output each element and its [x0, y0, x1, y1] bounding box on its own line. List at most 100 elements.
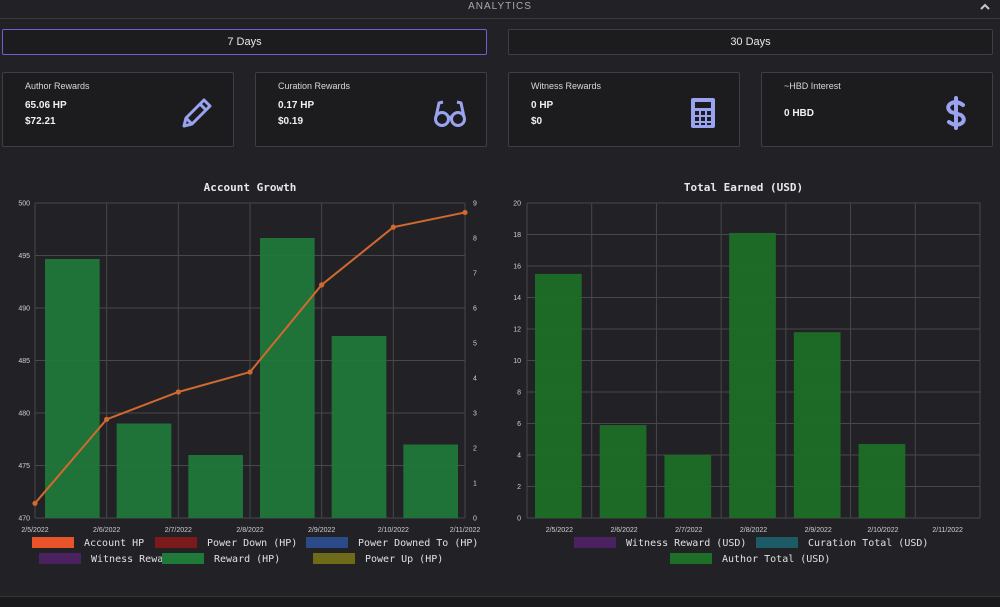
y-tick-left: 485	[18, 358, 30, 365]
x-tick: 2/7/2022	[165, 527, 192, 534]
legend-label: Account HP	[84, 538, 144, 549]
legend-swatch	[155, 537, 197, 548]
bar	[535, 273, 582, 518]
bottom-divider	[0, 596, 1000, 607]
point	[175, 389, 181, 395]
bar	[858, 443, 906, 518]
bar	[188, 455, 243, 518]
y-tick: 16	[513, 264, 521, 271]
account-growth-chart: Account Growth47047548048549049550001234…	[18, 181, 481, 565]
y-tick-right: 1	[473, 481, 477, 488]
legend-label: Reward (HP)	[214, 554, 280, 565]
curation-rewards-card: Curation Rewards 0.17 HP $0.19	[255, 72, 487, 147]
y-tick: 14	[513, 295, 521, 302]
legend-label: Witness Reward (HP)	[91, 554, 205, 565]
bar	[793, 332, 841, 518]
card-value-hp: 0 HP	[531, 100, 554, 111]
card-title: Curation Rewards	[278, 81, 351, 91]
card-value-usd: $0	[531, 116, 543, 127]
bar	[331, 336, 387, 518]
legend-swatch	[39, 553, 81, 564]
legend-label: Curation Total (USD)	[808, 538, 928, 549]
y-tick: 12	[513, 327, 521, 334]
chevron-up-icon[interactable]	[978, 0, 992, 14]
range-7-days-button[interactable]: 7 Days	[2, 29, 487, 55]
point	[462, 209, 468, 216]
legend-swatch	[162, 553, 204, 564]
legend-swatch	[574, 537, 616, 548]
legend-label: Power Downed To (HP)	[358, 538, 478, 549]
legend-label: Witness Reward (USD)	[626, 538, 746, 549]
legend-label: Author Total (USD)	[722, 554, 830, 565]
card-value-hp: 0.17 HP	[278, 100, 315, 111]
x-tick: 2/7/2022	[675, 527, 702, 534]
x-tick: 2/5/2022	[21, 527, 48, 534]
author-rewards-card: Author Rewards 65.06 HP $72.21	[2, 72, 234, 147]
total-earned-chart: Total Earned (USD) 0 2 4 6 8 10 12 14 16 18 20 2/5/2…	[513, 181, 981, 565]
legend-label: Power Down (HP)	[207, 538, 297, 549]
dollar-icon	[946, 96, 966, 130]
chart-title: Total Earned (USD)	[684, 181, 803, 194]
card-title: Witness Rewards	[531, 81, 602, 91]
y-tick-right: 8	[473, 236, 477, 243]
y-tick-left: 475	[18, 463, 30, 470]
analytics-header: ANALYTICS	[0, 0, 1000, 19]
y-tick-left: 480	[18, 411, 30, 418]
point	[32, 500, 38, 506]
x-tick: 2/11/2022	[932, 527, 963, 534]
point	[390, 224, 396, 230]
y-tick-left: 500	[18, 201, 30, 208]
y-tick-right: 6	[473, 306, 477, 313]
y-tick-left: 495	[18, 253, 30, 260]
chart-title: Account Growth	[204, 181, 297, 194]
point	[319, 282, 325, 288]
header-title: ANALYTICS	[468, 1, 532, 12]
card-title: ~HBD Interest	[784, 81, 841, 91]
witness-rewards-card: Witness Rewards 0 HP $0	[508, 72, 740, 147]
y-tick: 6	[517, 421, 521, 428]
x-tick: 2/10/2022	[378, 527, 409, 534]
y-tick-right: 9	[473, 201, 477, 208]
legend-swatch	[32, 537, 74, 548]
bar	[729, 232, 776, 519]
calculator-icon	[691, 98, 715, 128]
x-tick: 2/6/2022	[610, 527, 637, 534]
y-tick-left: 470	[18, 516, 30, 523]
x-tick: 2/6/2022	[93, 527, 120, 534]
bar	[403, 444, 458, 518]
point	[247, 369, 253, 375]
y-tick-right: 2	[473, 446, 477, 453]
y-tick: 0	[517, 516, 521, 523]
hbd-interest-card: ~HBD Interest 0 HBD	[761, 72, 993, 147]
y-tick: 2	[517, 484, 521, 491]
x-tick: 2/5/2022	[546, 527, 573, 534]
y-tick: 10	[513, 358, 521, 365]
legend-swatch	[306, 537, 348, 548]
y-tick-right: 3	[473, 411, 477, 418]
legend-swatch	[756, 537, 798, 548]
y-tick-right: 4	[473, 376, 477, 383]
point	[104, 416, 110, 422]
y-tick-left: 490	[18, 306, 30, 313]
legend-swatch	[313, 553, 355, 564]
y-tick-right: 5	[473, 341, 477, 348]
y-tick: 20	[513, 201, 521, 208]
y-tick-right: 0	[473, 516, 477, 523]
y-tick: 18	[513, 232, 521, 239]
pencil-icon	[182, 98, 212, 128]
glasses-icon	[434, 100, 466, 127]
range-30-days-button[interactable]: 30 Days	[508, 29, 993, 55]
bar	[664, 455, 712, 518]
legend-swatch	[670, 553, 712, 564]
x-tick: 2/8/2022	[236, 527, 263, 534]
x-tick: 2/9/2022	[805, 527, 832, 534]
card-value-usd: $0.19	[278, 116, 304, 127]
bar	[45, 259, 100, 518]
card-value-usd: $72.21	[25, 116, 56, 127]
x-tick: 2/10/2022	[867, 527, 898, 534]
bar	[116, 423, 172, 518]
card-value-hp: 65.06 HP	[25, 100, 67, 111]
x-tick: 2/11/2022	[450, 527, 481, 534]
y-tick: 4	[517, 453, 521, 460]
card-title: Author Rewards	[25, 81, 90, 91]
